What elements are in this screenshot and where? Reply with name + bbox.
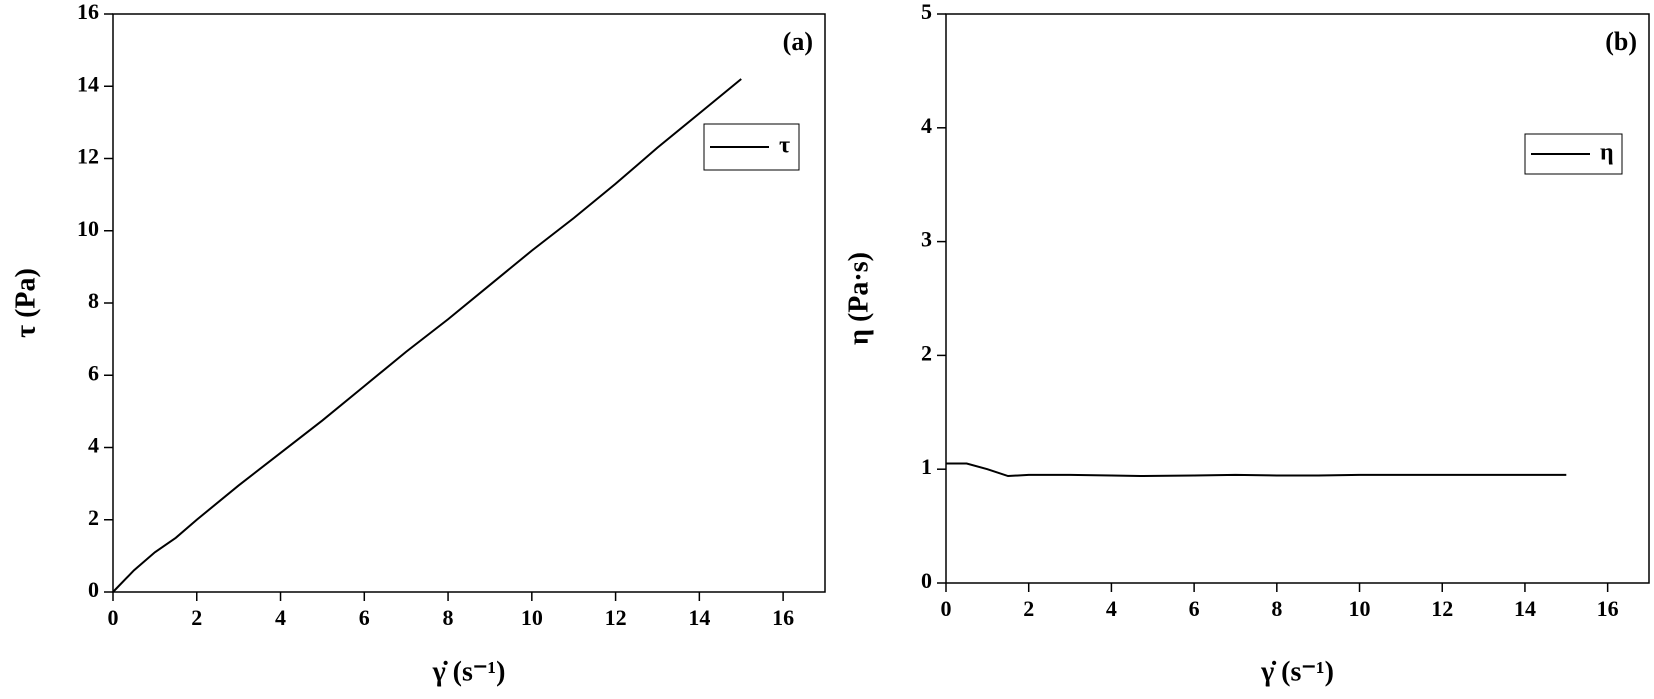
y-tick-label: 6: [88, 360, 99, 385]
x-tick-label: 4: [1106, 596, 1117, 621]
x-tick-label: 16: [1597, 596, 1619, 621]
x-tick-label: 8: [1271, 596, 1282, 621]
x-tick-label: 12: [1431, 596, 1453, 621]
y-tick-label: 1: [921, 454, 932, 479]
y-tick-label: 2: [88, 505, 99, 530]
y-tick-label: 10: [77, 216, 99, 241]
y-tick-label: 3: [921, 227, 932, 252]
plot-frame: [945, 13, 1650, 584]
y-tick-label: 12: [77, 144, 99, 169]
legend-label: η: [1600, 140, 1614, 166]
y-tick-label: 0: [921, 568, 932, 593]
y-tick-label: 14: [77, 71, 99, 96]
x-tick-label: 6: [359, 605, 370, 630]
y-tick-label: 5: [921, 0, 932, 24]
x-tick-label: 12: [605, 605, 627, 630]
x-tick-label: 6: [1189, 596, 1200, 621]
legend-label: τ: [779, 133, 790, 159]
x-tick-label: 8: [443, 605, 454, 630]
y-axis-title: τ (Pa): [10, 268, 41, 338]
panel: 0 2 4 6 8 10 12 14 16 0 2 4 6 8 10 12 14 16 γ̇ (s⁻¹) τ (Pa)…: [10, 0, 826, 687]
x-tick-label: 4: [275, 605, 286, 630]
legend: η: [1524, 133, 1623, 175]
x-axis-title: γ̇ (s⁻¹): [1260, 656, 1334, 687]
panel-label: (b): [1605, 27, 1637, 56]
x-tick-label: 2: [191, 605, 202, 630]
y-tick-label: 4: [921, 113, 932, 138]
y-tick-label: 16: [77, 0, 99, 24]
legend: τ: [703, 123, 800, 171]
x-axis-title: γ̇ (s⁻¹): [432, 656, 506, 687]
x-tick-label: 16: [772, 605, 794, 630]
y-tick-label: 2: [921, 340, 932, 365]
x-tick-label: 10: [1349, 596, 1371, 621]
data-line: [112, 78, 742, 593]
y-tick-label: 8: [88, 288, 99, 313]
x-tick-label: 14: [688, 605, 710, 630]
y-tick-label: 0: [88, 577, 99, 602]
x-tick-label: 0: [941, 596, 952, 621]
y-axis-title: η (Pa·s): [843, 252, 874, 345]
panel-label: (a): [783, 27, 813, 56]
x-tick-label: 0: [108, 605, 119, 630]
x-tick-label: 10: [521, 605, 543, 630]
x-tick-label: 2: [1023, 596, 1034, 621]
data-line: [946, 462, 1567, 478]
y-tick-label: 4: [88, 433, 99, 458]
x-tick-label: 14: [1514, 596, 1536, 621]
